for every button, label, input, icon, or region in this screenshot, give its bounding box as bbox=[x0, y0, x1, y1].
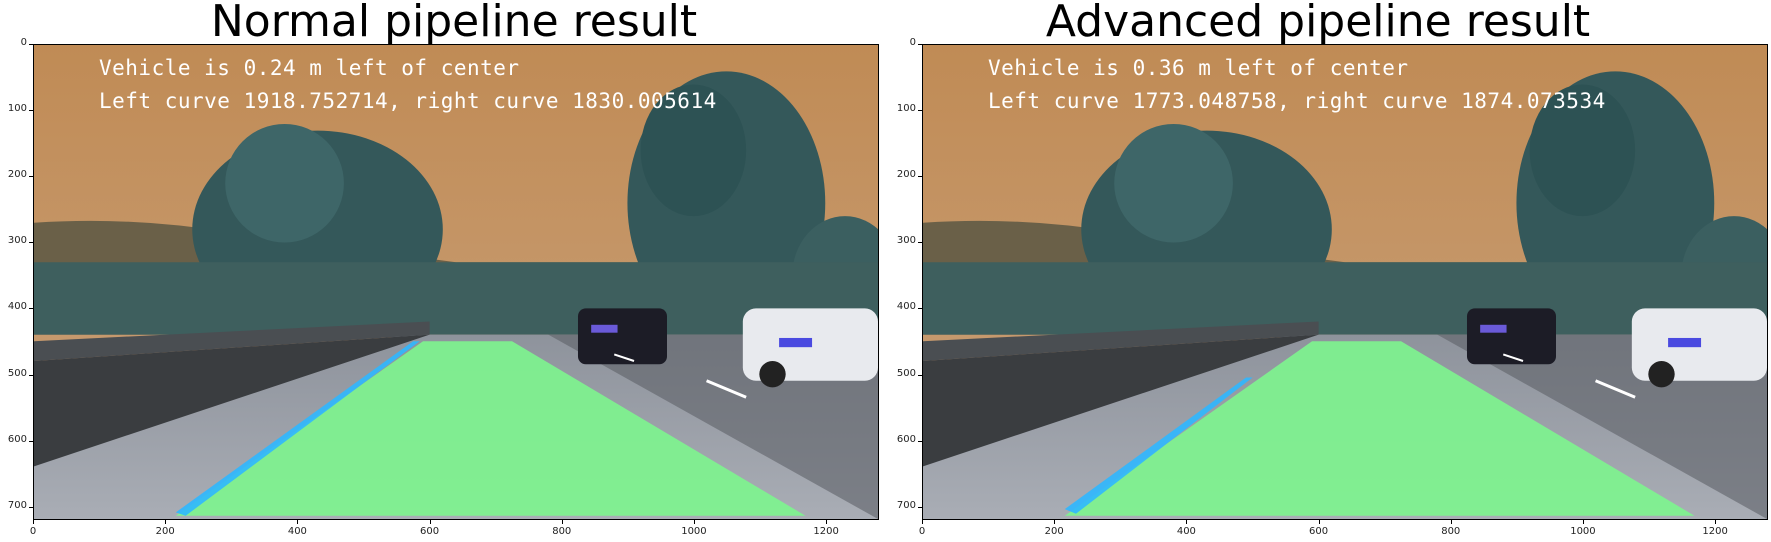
y-tick-mark bbox=[918, 374, 922, 376]
vehicle-offset-text: Vehicle is 0.36 m left of center bbox=[988, 56, 1409, 80]
advanced-pipeline-panel: Advanced pipeline result Vehicle is 0.36… bbox=[886, 0, 1771, 542]
y-tick-label: 100 bbox=[7, 103, 27, 115]
x-tick-label: 1200 bbox=[1702, 526, 1728, 537]
panel-title: Normal pipeline result bbox=[210, 0, 698, 47]
x-tick-mark bbox=[561, 520, 563, 524]
x-tick-label: 1000 bbox=[681, 526, 707, 537]
y-tick-mark bbox=[29, 242, 33, 244]
x-tick-mark bbox=[1582, 520, 1584, 524]
image-axes bbox=[33, 44, 879, 520]
x-tick-label: 800 bbox=[1441, 526, 1461, 537]
y-tick-label: 400 bbox=[896, 301, 916, 313]
y-tick-label: 100 bbox=[896, 103, 916, 115]
y-tick-label: 300 bbox=[896, 235, 916, 247]
x-tick-label: 200 bbox=[155, 526, 175, 537]
x-tick-mark bbox=[1450, 520, 1452, 524]
x-tick-mark bbox=[429, 520, 431, 524]
image-axes bbox=[922, 44, 1768, 520]
x-tick-mark bbox=[1186, 520, 1188, 524]
y-tick-label: 200 bbox=[7, 169, 27, 181]
y-tick-label: 0 bbox=[909, 37, 916, 48]
y-tick-label: 700 bbox=[7, 499, 27, 511]
x-tick-mark bbox=[826, 520, 828, 524]
y-tick-label: 500 bbox=[896, 367, 916, 379]
y-tick-mark bbox=[29, 110, 33, 112]
y-tick-mark bbox=[29, 440, 33, 442]
curvature-text: Left curve 1773.048758, right curve 1874… bbox=[988, 89, 1606, 113]
y-tick-mark bbox=[29, 44, 33, 45]
y-tick-label: 600 bbox=[7, 433, 27, 445]
y-tick-mark bbox=[918, 506, 922, 508]
x-tick-mark bbox=[1318, 520, 1320, 524]
y-tick-label: 0 bbox=[20, 37, 27, 48]
x-tick-label: 600 bbox=[1309, 526, 1329, 537]
y-tick-mark bbox=[29, 308, 33, 310]
x-tick-label: 1200 bbox=[813, 526, 839, 537]
y-tick-label: 700 bbox=[896, 499, 916, 511]
y-tick-mark bbox=[918, 242, 922, 244]
x-tick-label: 1000 bbox=[1570, 526, 1596, 537]
vehicle-offset-text: Vehicle is 0.24 m left of center bbox=[99, 56, 520, 80]
y-tick-mark bbox=[918, 110, 922, 112]
y-tick-label: 300 bbox=[7, 235, 27, 247]
x-tick-mark bbox=[1715, 520, 1717, 524]
x-tick-label: 800 bbox=[552, 526, 572, 537]
y-tick-mark bbox=[29, 176, 33, 178]
x-tick-mark bbox=[1054, 520, 1056, 524]
curvature-text: Left curve 1918.752714, right curve 1830… bbox=[99, 89, 717, 113]
y-tick-label: 200 bbox=[896, 169, 916, 181]
y-tick-mark bbox=[918, 308, 922, 310]
x-tick-label: 0 bbox=[29, 526, 37, 537]
x-tick-label: 400 bbox=[1176, 526, 1196, 537]
x-tick-mark bbox=[33, 520, 34, 524]
y-tick-label: 600 bbox=[896, 433, 916, 445]
y-tick-mark bbox=[918, 176, 922, 178]
y-tick-mark bbox=[29, 374, 33, 376]
x-tick-mark bbox=[165, 520, 167, 524]
x-tick-mark bbox=[297, 520, 299, 524]
x-tick-label: 400 bbox=[287, 526, 307, 537]
y-tick-label: 400 bbox=[7, 301, 27, 313]
y-tick-label: 500 bbox=[7, 367, 27, 379]
y-tick-mark bbox=[918, 44, 922, 45]
normal-pipeline-panel: Normal pipeline result Vehicle is 0.24 m… bbox=[0, 0, 885, 542]
panel-title: Advanced pipeline result bbox=[1045, 0, 1591, 47]
x-tick-mark bbox=[922, 520, 923, 524]
x-tick-label: 0 bbox=[918, 526, 926, 537]
x-tick-mark bbox=[693, 520, 695, 524]
x-tick-label: 600 bbox=[420, 526, 440, 537]
x-tick-label: 200 bbox=[1044, 526, 1064, 537]
y-tick-mark bbox=[29, 506, 33, 508]
y-tick-mark bbox=[918, 440, 922, 442]
